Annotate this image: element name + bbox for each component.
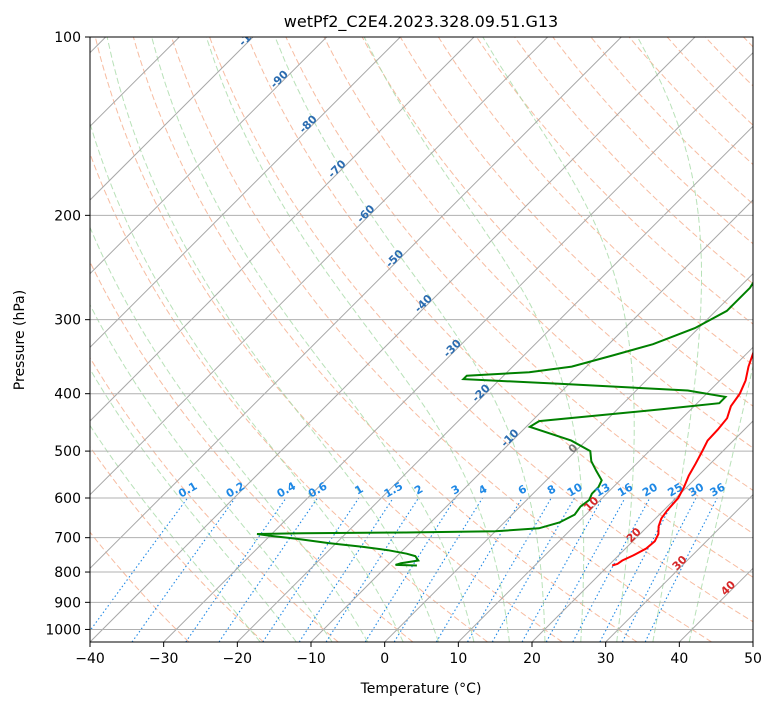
isotherm-label: -80 <box>297 112 320 135</box>
x-tick-label: 10 <box>449 651 467 667</box>
isotherm-line <box>16 37 621 642</box>
dry-adiabats <box>0 37 775 642</box>
isotherm-label: -10 <box>498 426 521 449</box>
pressure-grid <box>90 37 753 629</box>
moist-adiabat <box>0 37 260 642</box>
isotherm-line <box>311 37 775 642</box>
y-tick-label: 800 <box>54 565 81 581</box>
mixing-ratio-label: 0.2 <box>224 479 247 500</box>
isotherm-label: -50 <box>383 247 406 270</box>
mixing-ratio-label: 4 <box>476 482 489 497</box>
dry-adiabat <box>705 37 775 642</box>
isotherm-label-positive: 40 <box>718 578 738 598</box>
x-tick-label: 30 <box>597 651 615 667</box>
dry-adiabat <box>477 37 775 642</box>
moist-adiabat <box>689 37 775 642</box>
dry-adiabat <box>744 37 775 642</box>
mixing-ratio-label: 2 <box>412 482 425 497</box>
y-tick-label: 1000 <box>45 622 81 638</box>
mixing-ratio-line <box>600 498 675 642</box>
mixing-ratio-label: 1.5 <box>382 479 405 500</box>
dry-adiabat <box>0 37 338 642</box>
x-axis-label: Temperature (°C) <box>360 681 482 697</box>
y-tick-label: 900 <box>54 595 81 611</box>
moist-adiabat <box>638 37 702 642</box>
x-tick-label: 50 <box>744 651 762 667</box>
chart-title: wetPf2_C2E4.2023.328.09.51.G13 <box>284 12 558 32</box>
dry-adiabat <box>0 37 189 642</box>
dry-adiabat <box>0 37 263 642</box>
mixing-ratio-line <box>622 498 696 642</box>
y-tick-label: 100 <box>54 30 81 46</box>
dry-adiabat <box>19 37 413 642</box>
isotherms <box>0 37 775 642</box>
isotherm-label-positive: 30 <box>670 553 690 573</box>
mixing-ratio-line <box>326 498 418 642</box>
isotherm-line <box>164 37 769 642</box>
isotherm-line <box>0 37 400 642</box>
mixing-ratio-label: 1 <box>353 482 366 497</box>
mixing-ratio-label: 20 <box>640 480 660 499</box>
isotherm-label: -40 <box>412 292 435 315</box>
isotherm-label: -30 <box>441 337 464 360</box>
dry-adiabat <box>172 37 712 642</box>
isotherm-label: -70 <box>325 157 348 180</box>
x-tick-label: −10 <box>296 651 326 667</box>
mixing-ratio-label: 13 <box>593 481 613 500</box>
mixing-ratio-line <box>82 498 188 642</box>
dry-adiabat <box>57 37 488 642</box>
isotherm-line <box>679 37 775 642</box>
mixing-ratio-label: 16 <box>615 480 635 499</box>
y-tick-label: 200 <box>54 208 81 224</box>
isotherm-label: -60 <box>354 202 377 225</box>
dry-adiabat <box>133 37 637 642</box>
mixing-ratio-label: 0.4 <box>275 479 299 500</box>
x-tick-label: 40 <box>670 651 688 667</box>
isotherm-label-positive: 20 <box>624 525 644 545</box>
x-tick-label: −20 <box>223 651 253 667</box>
isotherm-label: -90 <box>268 68 291 91</box>
mixing-ratio-line <box>219 498 318 642</box>
y-tick-label: 300 <box>54 313 81 329</box>
x-tick-label: −30 <box>149 651 179 667</box>
moist-adiabat <box>483 37 634 642</box>
plot-frame <box>90 37 753 642</box>
y-tick-label: 400 <box>54 387 81 403</box>
moist-adiabat <box>275 37 545 642</box>
dry-adiabat <box>438 37 775 642</box>
mixing-ratio-lines <box>82 498 717 642</box>
isotherm-line <box>532 37 775 642</box>
y-tick-label: 600 <box>54 491 81 507</box>
mixing-ratio-line <box>132 498 235 642</box>
isotherm-line <box>0 37 327 642</box>
dry-adiabat <box>515 37 775 642</box>
mixing-ratio-label: 0.6 <box>306 479 330 500</box>
mixing-ratio-label: 30 <box>686 480 706 499</box>
moist-adiabats <box>0 37 775 642</box>
y-tick-label: 700 <box>54 531 81 547</box>
x-tick-label: 20 <box>523 651 541 667</box>
y-axis-label: Pressure (hPa) <box>12 290 28 390</box>
mixing-ratio-line <box>546 498 625 642</box>
x-tick-label: −40 <box>75 651 105 667</box>
mixing-ratio-label: 3 <box>449 482 462 497</box>
mixing-ratio-label: 36 <box>708 480 728 499</box>
x-tick-label: 0 <box>380 651 389 667</box>
mixing-ratio-line <box>263 498 359 642</box>
mixing-ratio-line <box>394 498 482 642</box>
isotherm-line <box>753 37 775 642</box>
isotherm-line <box>0 37 253 642</box>
dry-adiabat <box>591 37 775 642</box>
y-tick-label: 500 <box>54 444 81 460</box>
isotherm-line <box>0 37 474 642</box>
mixing-ratio-label: 25 <box>665 481 685 500</box>
dry-adiabat <box>667 37 775 642</box>
isotherm-label: -20 <box>469 381 492 404</box>
